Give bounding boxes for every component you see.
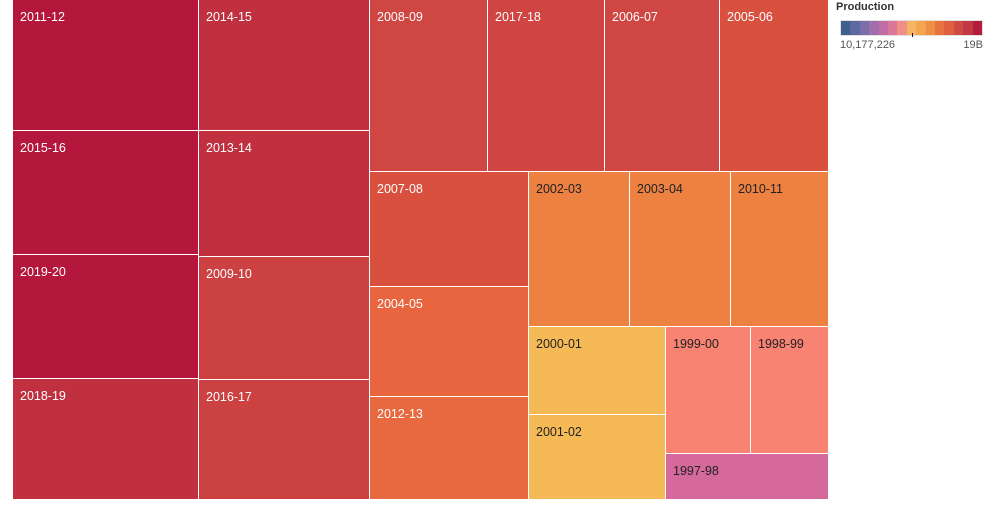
treemap-cell-1999-00[interactable]: 1999-00 [666, 327, 751, 454]
treemap-cell-label: 2016-17 [206, 390, 252, 404]
treemap-cell-2016-17[interactable]: 2016-17 [199, 380, 370, 500]
legend-swatch [869, 21, 879, 35]
treemap-cell-2010-11[interactable]: 2010-11 [731, 172, 829, 327]
treemap-cell-label: 2010-11 [738, 182, 783, 196]
legend-title: Production [836, 1, 895, 13]
legend-swatch [906, 21, 917, 35]
legend-swatch [972, 21, 983, 35]
treemap-cell-label: 1998-99 [758, 337, 804, 351]
treemap-cell-label: 2019-20 [20, 265, 66, 279]
legend-swatch [963, 21, 973, 35]
legend-swatch [944, 21, 954, 35]
treemap-cell-1998-99[interactable]: 1998-99 [751, 327, 829, 454]
treemap-cell-1997-98[interactable]: 1997-98 [666, 454, 829, 500]
treemap-cell-label: 2011-12 [20, 10, 65, 24]
legend-swatch [859, 21, 870, 35]
legend-swatch [935, 21, 945, 35]
legend-swatch [850, 21, 860, 35]
legend-swatch [878, 21, 889, 35]
treemap-cell-label: 1997-98 [673, 464, 719, 478]
treemap-cell-label: 2005-06 [727, 10, 773, 24]
treemap-cell-label: 1999-00 [673, 337, 719, 351]
treemap-cell-label: 2008-09 [377, 10, 423, 24]
legend-swatch [897, 21, 907, 35]
treemap-cell-label: 2017-18 [495, 10, 541, 24]
legend-min-label: 10,177,226 [840, 39, 896, 51]
legend-swatch [925, 21, 936, 35]
legend-swatch [953, 21, 964, 35]
treemap-cell-2018-19[interactable]: 2018-19 [13, 379, 199, 500]
treemap-cell-2013-14[interactable]: 2013-14 [199, 131, 370, 257]
treemap-cell-2002-03[interactable]: 2002-03 [529, 172, 630, 327]
treemap-cell-label: 2000-01 [536, 337, 582, 351]
treemap-cell-2017-18[interactable]: 2017-18 [488, 0, 605, 172]
treemap-cell-label: 2012-13 [377, 407, 423, 421]
treemap-cell-label: 2006-07 [612, 10, 658, 24]
treemap-cell-label: 2007-08 [377, 182, 423, 196]
treemap-cell-2019-20[interactable]: 2019-20 [13, 255, 199, 379]
treemap-cell-label: 2014-15 [206, 10, 252, 24]
treemap-cell-2004-05[interactable]: 2004-05 [370, 287, 529, 397]
treemap-cell-label: 2015-16 [20, 141, 66, 155]
treemap-cell-2001-02[interactable]: 2001-02 [529, 415, 666, 500]
treemap-cell-label: 2001-02 [536, 425, 582, 439]
treemap-cell-2015-16[interactable]: 2015-16 [13, 131, 199, 255]
treemap-cell-2006-07[interactable]: 2006-07 [605, 0, 720, 172]
treemap-cell-label: 2018-19 [20, 389, 66, 403]
treemap-cell-2012-13[interactable]: 2012-13 [370, 397, 529, 500]
legend-gradient-bar [840, 20, 983, 36]
treemap-cell-2008-09[interactable]: 2008-09 [370, 0, 488, 172]
treemap-cell-label: 2004-05 [377, 297, 423, 311]
treemap-cell-2000-01[interactable]: 2000-01 [529, 327, 666, 415]
treemap-cell-label: 2009-10 [206, 267, 252, 281]
legend-swatch [888, 21, 898, 35]
legend-max-label: 19B [963, 39, 983, 51]
treemap-cell-2007-08[interactable]: 2007-08 [370, 172, 529, 287]
legend-swatch [916, 21, 926, 35]
treemap-cell-2011-12[interactable]: 2011-12 [13, 0, 199, 131]
treemap-cell-2003-04[interactable]: 2003-04 [630, 172, 731, 327]
legend-swatch [841, 21, 851, 35]
treemap-cell-2005-06[interactable]: 2005-06 [720, 0, 829, 172]
treemap-cell-label: 2003-04 [637, 182, 683, 196]
treemap-cell-label: 2013-14 [206, 141, 252, 155]
treemap-cell-2009-10[interactable]: 2009-10 [199, 257, 370, 380]
legend-marker [912, 33, 913, 37]
treemap-cell-label: 2002-03 [536, 182, 582, 196]
treemap-cell-2014-15[interactable]: 2014-15 [199, 0, 370, 131]
